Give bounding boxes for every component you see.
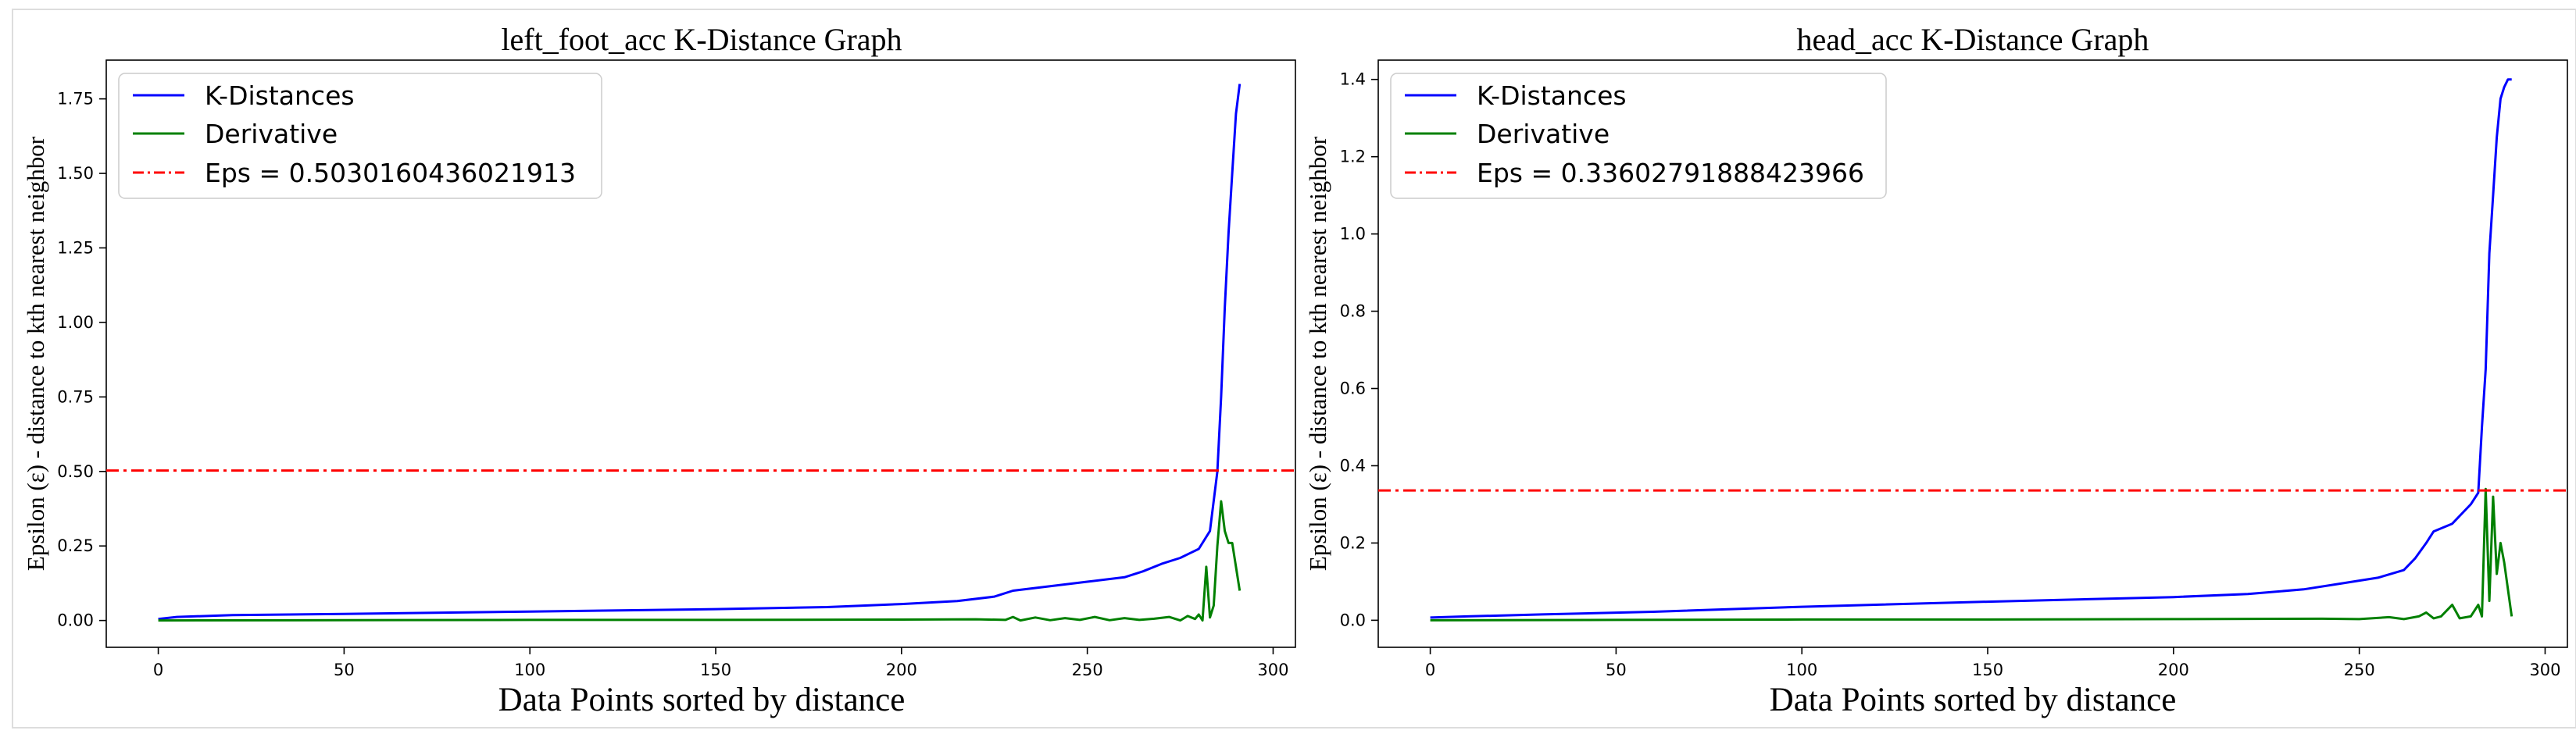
x-axis-label: Data Points sorted by distance: [1770, 682, 2177, 718]
legend-label-eps: Eps = 0.5030160436021913: [205, 158, 576, 188]
y-tick-label: 0.4: [1340, 456, 1366, 475]
x-axis-label: Data Points sorted by distance: [498, 682, 906, 718]
series-layer: [1378, 78, 2567, 622]
y-tick-label: 1.4: [1340, 70, 1366, 89]
y-axis-label: Epsilon (ε) - distance to kth nearest ne…: [1304, 136, 1331, 571]
series-line-derivative: [158, 500, 1242, 622]
chart-panel-head: head_acc K-Distance Graph 0 50 100 150 200 25…: [1304, 22, 2568, 718]
x-axis-ticks: 0 50 100 150 200 250 300: [1425, 647, 2561, 679]
legend-box: [1390, 73, 1887, 199]
y-tick-label: 0.25: [57, 536, 94, 555]
axes-frame: [1377, 59, 2568, 648]
x-tick-label: 150: [1972, 661, 2003, 679]
y-tick-label: 0.2: [1340, 533, 1366, 552]
x-tick-label: 50: [1606, 661, 1627, 679]
chart-title: head_acc K-Distance Graph: [1797, 22, 2149, 57]
y-tick-label: 0.0: [1340, 611, 1366, 629]
figure-border: [12, 9, 2576, 729]
chart-title: left_foot_acc K-Distance Graph: [501, 22, 902, 57]
x-tick-label: 100: [1786, 661, 1817, 679]
legend-label-k-distances: K-Distances: [1477, 80, 1627, 111]
y-tick-label: 1.75: [57, 90, 94, 109]
y-tick-label: 0.00: [57, 611, 94, 630]
legend: K-Distances Derivative Eps = 0.503016043…: [118, 73, 602, 199]
x-tick-label: 50: [334, 661, 355, 679]
x-tick-label: 250: [1072, 661, 1103, 679]
y-tick-label: 1.50: [57, 164, 94, 183]
y-tick-label: 0.50: [57, 462, 94, 481]
x-tick-label: 250: [2344, 661, 2375, 679]
y-axis-ticks: 0.0 0.2 0.4 0.6 0.8 1.0 1.2 1.4: [1340, 70, 1378, 629]
x-tick-label: 150: [700, 661, 731, 679]
legend-label-k-distances: K-Distances: [205, 80, 355, 111]
y-axis-label: Epsilon (ε) - distance to kth nearest ne…: [22, 136, 49, 571]
y-tick-label: 1.00: [57, 313, 94, 332]
series-layer: [106, 84, 1295, 622]
y-tick-label: 0.8: [1340, 302, 1366, 321]
x-tick-label: 200: [886, 661, 917, 679]
series-line-derivative: [1430, 487, 2513, 622]
legend-label-derivative: Derivative: [205, 119, 338, 149]
y-tick-label: 0.75: [57, 387, 94, 406]
axes-frame: [105, 59, 1296, 648]
legend-label-derivative: Derivative: [1477, 119, 1610, 149]
x-tick-label: 0: [153, 661, 163, 679]
x-axis-ticks: 0 50 100 150 200 250 300: [153, 647, 1289, 679]
x-tick-label: 300: [2529, 661, 2560, 679]
y-tick-label: 0.6: [1340, 379, 1366, 398]
chart-panel-left-foot: left_foot_acc K-Distance Graph 0 50 100 150…: [22, 22, 1296, 718]
x-tick-label: 0: [1425, 661, 1435, 679]
x-tick-label: 300: [1257, 661, 1288, 679]
legend-box: [118, 73, 602, 199]
legend: K-Distances Derivative Eps = 0.336027918…: [1390, 73, 1887, 199]
x-tick-label: 100: [514, 661, 545, 679]
y-tick-label: 1.25: [57, 238, 94, 257]
y-axis-ticks: 0.00 0.25 0.50 0.75 1.00 1.25 1.50 1.75: [57, 90, 106, 630]
y-tick-label: 1.0: [1340, 225, 1366, 244]
y-tick-label: 1.2: [1340, 148, 1366, 166]
x-tick-label: 200: [2158, 661, 2189, 679]
series-line-k-distances: [158, 84, 1242, 621]
series-line-k-distances: [1430, 78, 2512, 619]
legend-label-eps: Eps = 0.33602791888423966: [1477, 158, 1864, 188]
